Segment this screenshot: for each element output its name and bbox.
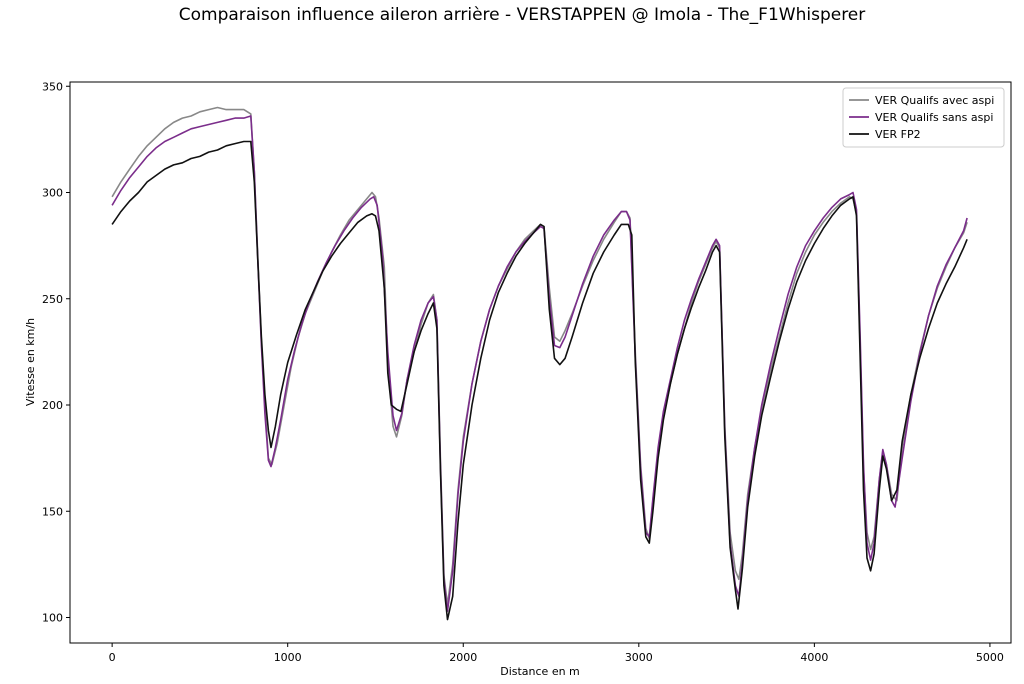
y-tick-label: 300 (42, 187, 63, 200)
series-layer (111, 106, 968, 621)
plot-area (69, 81, 1012, 644)
y-tick-label: 100 (42, 612, 63, 625)
x-tick-label: 4000 (800, 651, 828, 664)
series-line-1 (111, 115, 968, 612)
chart-title: Comparaison influence aileron arrière - … (178, 5, 866, 25)
legend-label-0: VER Qualifs avec aspi (875, 94, 994, 107)
x-tick-label: 5000 (976, 651, 1004, 664)
x-tick-label: 3000 (625, 651, 653, 664)
legend-label-2: VER FP2 (875, 128, 921, 141)
x-tick-label: 2000 (449, 651, 477, 664)
legend: VER Qualifs avec aspi VER Qualifs sans as… (842, 87, 1005, 148)
y-tick-label: 250 (42, 293, 63, 306)
y-tick-label: 150 (42, 505, 63, 518)
legend-box (842, 87, 1005, 148)
y-tick-label: 350 (42, 80, 63, 93)
series-line-2 (111, 140, 968, 621)
x-tick-label: 0 (109, 651, 116, 664)
legend-label-1: VER Qualifs sans aspi (875, 111, 993, 124)
x-tick-label: 1000 (274, 651, 302, 664)
y-axis-label: Vitesse en km/h (24, 318, 37, 406)
y-tick-label: 200 (42, 399, 63, 412)
x-axis-label: Distance en m (500, 665, 580, 678)
ticks-layer: 0 1000 2000 3000 4000 5000 100 150 200 250 300 350 (42, 80, 1004, 664)
